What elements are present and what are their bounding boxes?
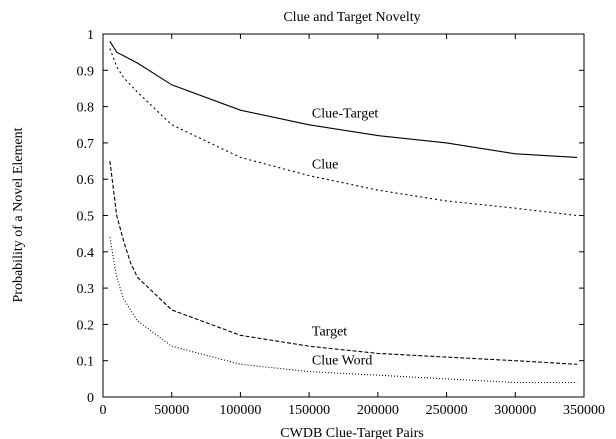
y-tick-label: 0: [87, 391, 94, 406]
y-tick-label: 1: [87, 28, 94, 43]
x-axis-label: CWDB Clue-Target Pairs: [280, 426, 423, 439]
y-tick-label: 0.1: [77, 355, 95, 370]
x-tick-label: 0: [100, 403, 107, 418]
y-tick-label: 0.8: [77, 101, 95, 116]
y-tick-label: 0.3: [77, 282, 95, 297]
series-lines: [109, 41, 578, 384]
series-annotations: Clue-Target Clue Target Clue Word: [312, 106, 379, 368]
y-tick-label: 0.6: [77, 173, 95, 188]
y-axis-label: Probability of a Novel Element: [11, 127, 26, 302]
x-tick-label: 250000: [426, 403, 468, 418]
y-tick-label: 0.7: [77, 137, 95, 152]
series-label-target: Target: [312, 324, 347, 339]
y-tick-label: 0.5: [77, 210, 95, 225]
series-line-target: [109, 160, 578, 365]
y-tick-label: 0.9: [77, 64, 95, 79]
x-axis: 0 50000 100000 150000 200000 250000 300000 3500…: [100, 34, 605, 418]
y-tick-label: 0.2: [77, 318, 95, 333]
series-label-clue: Clue: [312, 157, 338, 172]
x-tick-label: 350000: [563, 403, 605, 418]
series-line-clue-target: [109, 41, 578, 158]
series-label-clue-word: Clue Word: [312, 353, 372, 368]
x-tick-label: 300000: [494, 403, 536, 418]
chart-title: Clue and Target Novelty: [283, 10, 420, 25]
series-label-clue-target: Clue-Target: [312, 106, 379, 121]
plot-border: [102, 33, 585, 398]
y-axis: 0 0.1 0.2 0.3 0.4 0.5 0.6 0.7 0.8 0.9 1: [77, 28, 584, 406]
x-tick-label: 50000: [154, 403, 189, 418]
x-tick-label: 100000: [219, 403, 261, 418]
y-tick-label: 0.4: [77, 246, 95, 261]
series-line-clue: [109, 48, 578, 217]
plot-frame: [102, 33, 585, 398]
x-tick-label: 200000: [357, 403, 399, 418]
x-tick-label: 150000: [288, 403, 330, 418]
